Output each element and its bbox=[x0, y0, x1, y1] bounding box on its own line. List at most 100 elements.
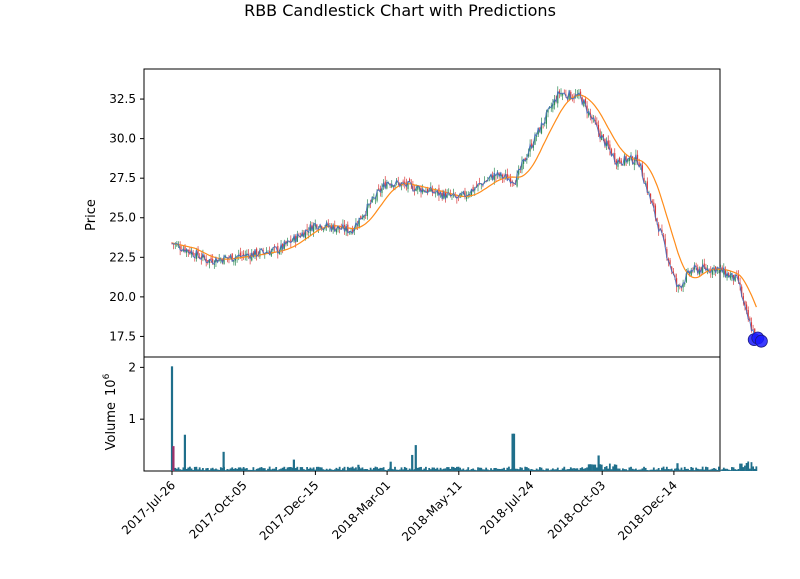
candle-body bbox=[661, 229, 663, 233]
volume-bar bbox=[594, 464, 597, 471]
volume-bar bbox=[324, 469, 326, 471]
x-tick-label: 2018-Dec-14 bbox=[615, 478, 680, 543]
volume-bar bbox=[695, 467, 698, 471]
volume-bar bbox=[392, 469, 395, 471]
volume-bar bbox=[338, 466, 341, 471]
candle-body bbox=[627, 158, 629, 162]
candle-body bbox=[545, 112, 547, 124]
candle-body bbox=[399, 182, 401, 187]
candle-body bbox=[658, 224, 660, 232]
candle-body bbox=[732, 275, 735, 281]
candle-body bbox=[602, 134, 604, 138]
candle-body bbox=[522, 159, 525, 164]
candle-body bbox=[705, 267, 707, 271]
volume-bar bbox=[242, 467, 245, 471]
volume-bar bbox=[402, 469, 405, 471]
candle-body bbox=[379, 188, 381, 193]
price-y-tick-label: 20.0 bbox=[109, 290, 136, 304]
volume-bar bbox=[566, 469, 569, 471]
volume-bar bbox=[270, 469, 273, 471]
candle-body bbox=[371, 197, 373, 203]
volume-bar bbox=[703, 469, 706, 471]
volume-bar bbox=[291, 467, 294, 471]
volume-bar bbox=[621, 468, 624, 471]
volume-axes-frame bbox=[143, 356, 721, 472]
volume-bar bbox=[335, 467, 338, 471]
candle-body bbox=[728, 273, 730, 278]
candle-body bbox=[477, 184, 479, 187]
x-tick-label: 2017-Jul-26 bbox=[119, 478, 178, 537]
candle-body bbox=[667, 258, 670, 262]
volume-bar bbox=[228, 469, 230, 471]
volume-bar bbox=[639, 469, 642, 471]
volume-bar bbox=[495, 467, 497, 471]
volume-bar bbox=[202, 468, 204, 471]
candle-body bbox=[632, 156, 634, 164]
volume-bar bbox=[345, 470, 348, 471]
candle-body bbox=[309, 224, 311, 231]
volume-bar bbox=[504, 469, 507, 471]
candle-body bbox=[422, 188, 424, 193]
candle-body bbox=[186, 249, 188, 253]
volume-bar bbox=[298, 469, 300, 471]
volume-bar bbox=[672, 470, 675, 471]
volume-bar bbox=[747, 461, 750, 471]
volume-bar bbox=[581, 467, 584, 471]
volume-bar bbox=[729, 470, 732, 471]
volume-bar bbox=[534, 470, 536, 471]
candle-body bbox=[552, 103, 554, 109]
volume-bar bbox=[591, 464, 593, 471]
volume-bar bbox=[755, 466, 758, 471]
candle-body bbox=[303, 232, 305, 237]
volume-bar bbox=[328, 468, 331, 471]
volume-bar bbox=[315, 466, 318, 471]
candle-body bbox=[446, 193, 448, 198]
candle-body bbox=[584, 99, 587, 105]
volume-bar bbox=[397, 469, 400, 471]
volume-bar bbox=[273, 468, 276, 471]
candle-body bbox=[524, 158, 526, 162]
candle-body bbox=[433, 190, 435, 193]
price-y-tick-label: 30.0 bbox=[109, 132, 136, 146]
volume-bar bbox=[521, 467, 523, 471]
volume-bar bbox=[649, 469, 652, 471]
candle-body bbox=[426, 188, 429, 194]
volume-bar bbox=[369, 467, 372, 471]
candle-body bbox=[236, 256, 238, 258]
candle-body bbox=[358, 218, 360, 228]
volume-spike-bar bbox=[357, 464, 360, 471]
candle-body bbox=[562, 93, 564, 96]
candle-body bbox=[596, 122, 598, 126]
volume-bar bbox=[182, 467, 185, 471]
volume-bar bbox=[232, 468, 235, 471]
x-tick-label: 2018-Mar-01 bbox=[329, 478, 393, 542]
volume-bar bbox=[376, 467, 378, 471]
volume-bar bbox=[423, 468, 426, 471]
candle-body bbox=[597, 124, 600, 132]
volume-bar bbox=[429, 469, 432, 471]
candle-body bbox=[330, 225, 333, 231]
volume-bar bbox=[320, 467, 323, 471]
volume-bar bbox=[753, 468, 756, 471]
volume-spike-bar bbox=[512, 433, 516, 471]
volume-bar bbox=[501, 468, 504, 471]
volume-spike-bar bbox=[676, 463, 679, 471]
volume-bar bbox=[462, 468, 465, 471]
volume-bar bbox=[255, 468, 258, 471]
volume-bar bbox=[734, 469, 737, 471]
volume-bar bbox=[325, 468, 328, 471]
candle-body bbox=[184, 246, 186, 252]
volume-bar bbox=[519, 467, 522, 471]
chart-title: RBB Candlestick Chart with Predictions bbox=[244, 1, 556, 20]
volume-bar bbox=[569, 467, 572, 471]
volume-bar bbox=[576, 468, 579, 471]
candle-body bbox=[617, 159, 619, 167]
price-y-tick-label: 17.5 bbox=[109, 329, 136, 343]
volume-bar bbox=[485, 467, 488, 471]
volume-bar bbox=[604, 466, 606, 471]
volume-bar bbox=[724, 468, 727, 471]
volume-bar bbox=[446, 467, 448, 471]
volume-bar bbox=[322, 469, 325, 471]
volume-bar bbox=[680, 467, 683, 471]
volume-bar bbox=[506, 467, 509, 471]
